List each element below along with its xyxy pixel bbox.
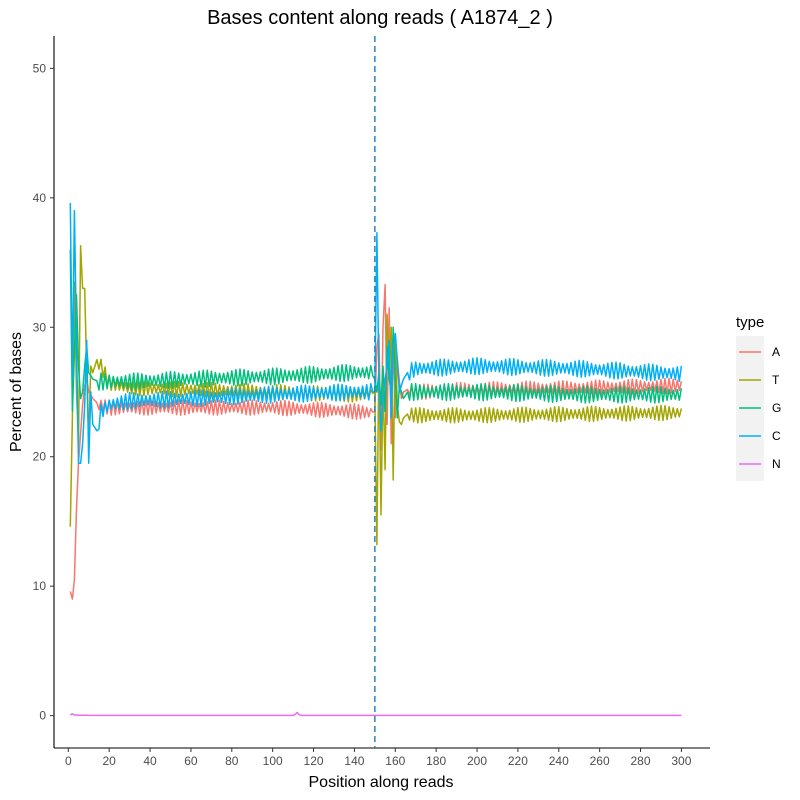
- x-ticks: 0 20 40 60 80 100 120 140 160 180 200 220 240 260 280 3…: [65, 748, 692, 768]
- series-line-n: [69, 711, 682, 717]
- x-tick-label: 60: [184, 754, 198, 768]
- x-tick-label: 40: [143, 754, 157, 768]
- legend-title: type: [736, 314, 764, 331]
- series-line-g: [69, 249, 683, 419]
- x-tick-label: 140: [344, 754, 364, 768]
- x-tick-label: 80: [225, 754, 239, 768]
- series-line-t: [69, 244, 683, 546]
- x-tick-label: 300: [671, 754, 691, 768]
- x-tick-label: 160: [385, 754, 405, 768]
- x-tick-label: 20: [102, 754, 116, 768]
- y-ticks: 0 10 20 30 40 50: [33, 61, 54, 723]
- legend-label-t: T: [772, 373, 780, 387]
- x-tick-label: 180: [426, 754, 446, 768]
- y-axis-title: Percent of bases: [8, 332, 25, 452]
- plot-panel: 0 10 20 30 40 50 0 20 40 60 80 100 120 140 160 180 200 2…: [33, 36, 710, 768]
- x-tick-label: 0: [65, 754, 72, 768]
- x-tick-label: 280: [631, 754, 651, 768]
- x-tick-label: 200: [467, 754, 487, 768]
- chart-title: Bases content along reads ( A1874_2 ): [207, 7, 553, 29]
- legend-label-c: C: [772, 429, 781, 443]
- x-tick-label: 260: [590, 754, 610, 768]
- series-lines: [69, 202, 683, 717]
- legend-label-a: A: [772, 345, 780, 359]
- y-tick-label: 40: [33, 191, 47, 205]
- x-tick-label: 240: [549, 754, 569, 768]
- y-tick-label: 30: [33, 320, 47, 334]
- y-tick-label: 50: [33, 61, 47, 75]
- x-axis-title: Position along reads: [309, 774, 454, 791]
- x-tick-label: 100: [263, 754, 283, 768]
- y-tick-label: 20: [33, 450, 47, 464]
- series-line-a: [69, 283, 683, 600]
- y-tick-label: 10: [33, 579, 47, 593]
- x-tick-label: 120: [304, 754, 324, 768]
- x-tick-label: 220: [508, 754, 528, 768]
- legend-label-n: N: [772, 457, 781, 471]
- legend-label-g: G: [772, 401, 781, 415]
- series-line-c: [69, 202, 683, 464]
- y-tick-label: 0: [39, 709, 46, 723]
